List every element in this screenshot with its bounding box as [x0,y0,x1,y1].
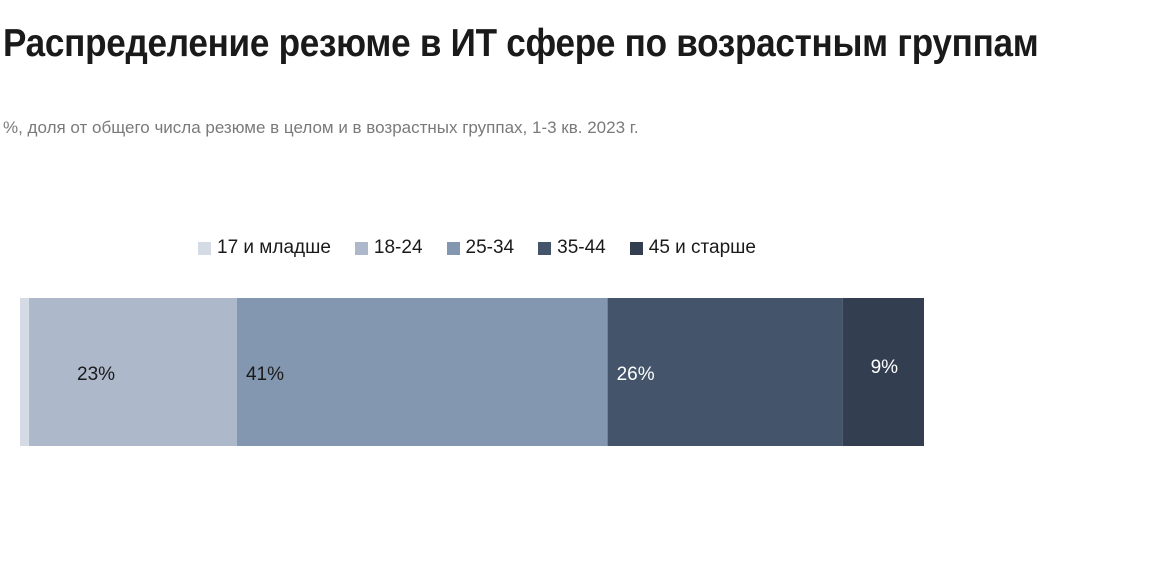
legend-label: 35-44 [557,237,606,258]
legend-label: 18-24 [373,237,423,258]
legend-item-35-44: 35-44 [538,237,606,259]
chart-legend: 17 и младше 18-24 25-34 35-44 45 и старш… [198,237,756,259]
legend-item-18-24: 18-24 [354,237,423,259]
chart-subtitle: %, доля от общего числа резюме в целом и… [3,118,639,137]
legend-label: 45 и старше [648,237,756,258]
legend-swatch [538,241,552,255]
data-label-18-24: 23% [77,364,115,385]
legend-swatch [629,241,643,255]
legend-label: 25-34 [465,237,515,258]
data-label-35-44: 26% [617,364,655,385]
legend-item-45-over: 45 и старше [629,237,756,259]
legend-swatch [198,241,211,255]
chart-title: Распределение резюме в ИТ сфере по возра… [3,22,1039,65]
data-label-45-over: 9% [871,357,899,378]
legend-swatch [354,241,368,255]
bar-segment-45-over [842,298,924,446]
bar-segment-35-44 [607,298,843,446]
legend-item-25-34: 25-34 [446,237,515,259]
data-label-25-34: 41% [246,364,284,385]
legend-label: 17 и младше [217,237,331,258]
bar-segment-18-24 [29,298,237,446]
legend-item-17-under: 17 и младше [198,237,331,259]
legend-swatch [446,241,460,255]
bar-segment-17-under [20,298,30,446]
bar-segment-25-34 [236,298,608,446]
